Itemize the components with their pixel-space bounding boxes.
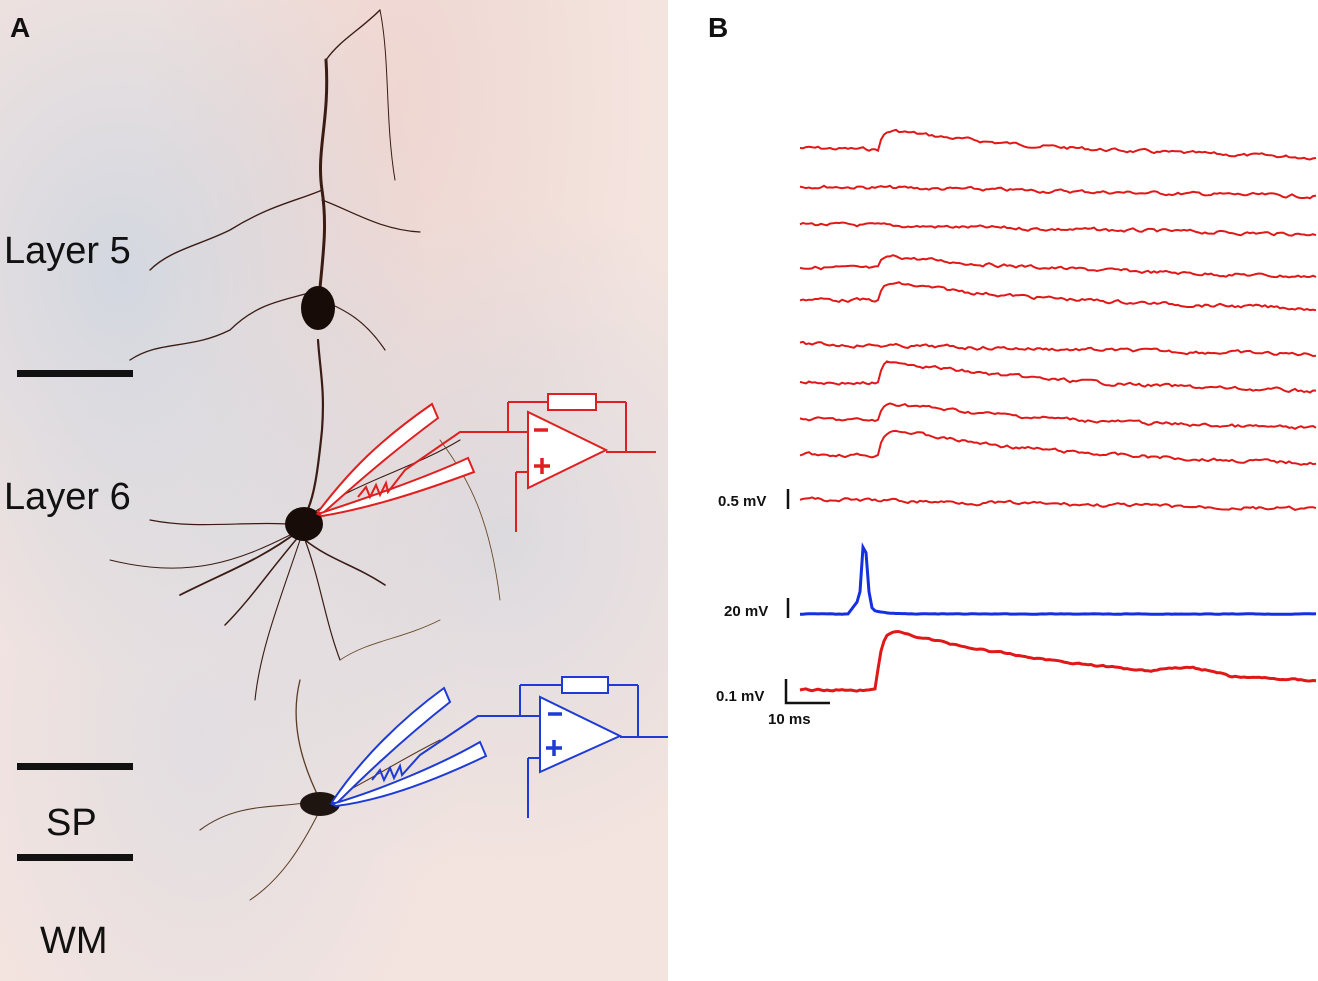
trial-trace-2 bbox=[799, 184, 1317, 200]
trial-trace-4 bbox=[799, 254, 1317, 279]
layer6-sp-boundary bbox=[17, 763, 133, 770]
red-amplifier-schematic bbox=[315, 393, 656, 532]
scale-label-trials: 0.5 mV bbox=[718, 493, 767, 510]
blue-amplifier-schematic bbox=[329, 676, 668, 818]
scale-label-average: 0.1 mV bbox=[716, 688, 765, 705]
trial-trace-10 bbox=[799, 496, 1317, 511]
average-epsp-trace bbox=[799, 630, 1317, 693]
layer5-label: Layer 5 bbox=[4, 230, 131, 272]
trial-trace-5 bbox=[799, 281, 1317, 312]
trial-trace-3 bbox=[799, 221, 1317, 237]
neuron-stain bbox=[109, 9, 668, 901]
micrograph-panel: A Layer 5 Layer 6 SP WM bbox=[0, 0, 668, 981]
panel-letter-a: A bbox=[10, 12, 31, 43]
trial-trace-1 bbox=[799, 128, 1317, 161]
layer6-soma bbox=[285, 507, 323, 541]
single-trial-epsp-traces bbox=[799, 128, 1317, 511]
layer6-label: Layer 6 bbox=[4, 476, 131, 518]
trial-trace-6 bbox=[799, 340, 1317, 358]
panel-letter-b: B bbox=[708, 12, 729, 43]
layer5-soma bbox=[301, 286, 335, 330]
sp-wm-boundary bbox=[17, 854, 133, 861]
sp-label: SP bbox=[46, 802, 97, 844]
trial-trace-9 bbox=[799, 429, 1317, 466]
presynaptic-spike-trace bbox=[800, 542, 1317, 616]
scale-bar-average bbox=[784, 679, 830, 705]
trial-trace-8 bbox=[799, 402, 1317, 431]
trial-trace-7 bbox=[799, 360, 1317, 394]
scale-label-spike: 20 mV bbox=[724, 603, 769, 620]
wm-label: WM bbox=[40, 920, 108, 962]
upper-apical-dendrite bbox=[316, 58, 329, 312]
average-trace bbox=[799, 630, 1317, 693]
scale-label-time: 10 ms bbox=[768, 711, 811, 728]
spike-trace bbox=[800, 542, 1317, 616]
layer5-layer6-boundary bbox=[17, 370, 133, 377]
sp-soma bbox=[300, 792, 340, 816]
